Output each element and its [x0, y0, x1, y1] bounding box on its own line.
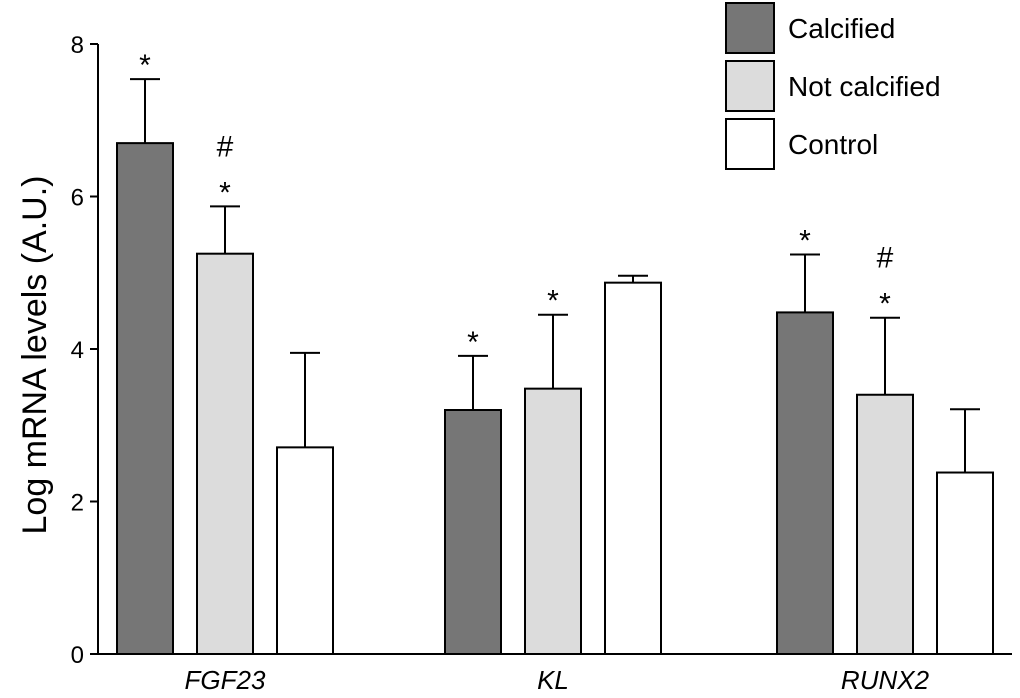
- x-category-label: KL: [537, 665, 569, 695]
- y-axis-title: Log mRNA levels (A.U.): [16, 176, 54, 535]
- significance-star: *: [139, 49, 151, 82]
- y-tick-label: 6: [71, 185, 84, 212]
- legend: Calcified Not calcified Control: [725, 2, 941, 170]
- legend-label: Calcified: [788, 13, 895, 44]
- x-category-label: FGF23: [185, 665, 266, 695]
- bar-control-runx2: [936, 471, 994, 655]
- significance-star: *: [879, 288, 891, 321]
- bar-not-calcified-runx2: [856, 393, 914, 655]
- bar-calcified-kl: [444, 409, 502, 655]
- y-tick-label: 8: [71, 32, 84, 59]
- significance-star: *: [467, 326, 479, 359]
- legend-swatch: [725, 60, 775, 112]
- y-tick-label: 0: [71, 642, 84, 669]
- bar-calcified-fgf23: [116, 142, 174, 655]
- significance-hash: #: [217, 130, 234, 163]
- significance-star: *: [219, 176, 231, 209]
- axes: 0 2 4 6 8 Log mRNA levels (A.U.) FGF23 KL RUNX2: [16, 32, 1012, 695]
- legend-label: Control: [788, 129, 878, 160]
- significance-hash: #: [877, 242, 894, 275]
- bar-not-calcified-fgf23: [196, 252, 254, 655]
- legend-swatch: [725, 118, 775, 170]
- bars: * # * * * * # *: [116, 49, 994, 655]
- significance-star: *: [547, 285, 559, 318]
- bar-calcified-runx2: [776, 311, 834, 655]
- bar-control-fgf23: [276, 446, 334, 655]
- legend-label: Not calcified: [788, 71, 941, 102]
- bar-control-kl: [604, 281, 662, 655]
- x-category-label: RUNX2: [841, 665, 930, 695]
- significance-star: *: [799, 224, 811, 257]
- y-tick-label: 4: [71, 337, 84, 364]
- y-tick-label: 2: [71, 490, 84, 517]
- bar-not-calcified-kl: [524, 387, 582, 655]
- legend-swatch: [725, 2, 775, 54]
